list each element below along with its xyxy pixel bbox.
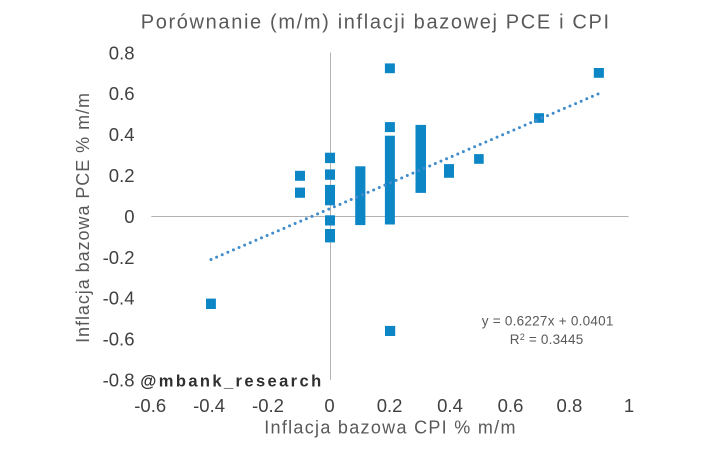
svg-text:Inflacja bazowa PCE % m/m: Inflacja bazowa PCE % m/m <box>73 92 93 343</box>
svg-text:0: 0 <box>124 206 134 227</box>
svg-text:0.4: 0.4 <box>437 395 463 416</box>
svg-text:-0.6: -0.6 <box>134 395 166 416</box>
svg-text:1: 1 <box>624 395 634 416</box>
svg-text:-0.4: -0.4 <box>193 395 225 416</box>
svg-text:0.8: 0.8 <box>557 395 583 416</box>
svg-text:-0.4: -0.4 <box>103 288 135 309</box>
svg-text:0.8: 0.8 <box>109 42 135 63</box>
svg-text:0: 0 <box>324 395 334 416</box>
svg-text:-0.2: -0.2 <box>103 247 135 268</box>
svg-text:0.6: 0.6 <box>498 395 524 416</box>
svg-text:@mbank_research: @mbank_research <box>140 373 323 391</box>
svg-text:-0.2: -0.2 <box>252 395 284 416</box>
svg-text:-0.8: -0.8 <box>103 370 135 391</box>
svg-text:-0.6: -0.6 <box>103 329 135 350</box>
svg-text:0.2: 0.2 <box>377 395 403 416</box>
svg-text:Inflacja bazowa CPI % m/m: Inflacja bazowa CPI % m/m <box>264 418 517 438</box>
svg-text:0.6: 0.6 <box>109 83 135 104</box>
svg-text:y = 0.6227x + 0.0401: y = 0.6227x + 0.0401 <box>482 314 614 329</box>
svg-text:Porównanie (m/m) inflacji bazo: Porównanie (m/m) inflacji bazowej PCE i … <box>141 12 611 34</box>
svg-text:0.2: 0.2 <box>109 165 135 186</box>
svg-text:0.4: 0.4 <box>109 124 135 145</box>
svg-text:R2 = 0.3445: R2 = 0.3445 <box>510 332 584 347</box>
